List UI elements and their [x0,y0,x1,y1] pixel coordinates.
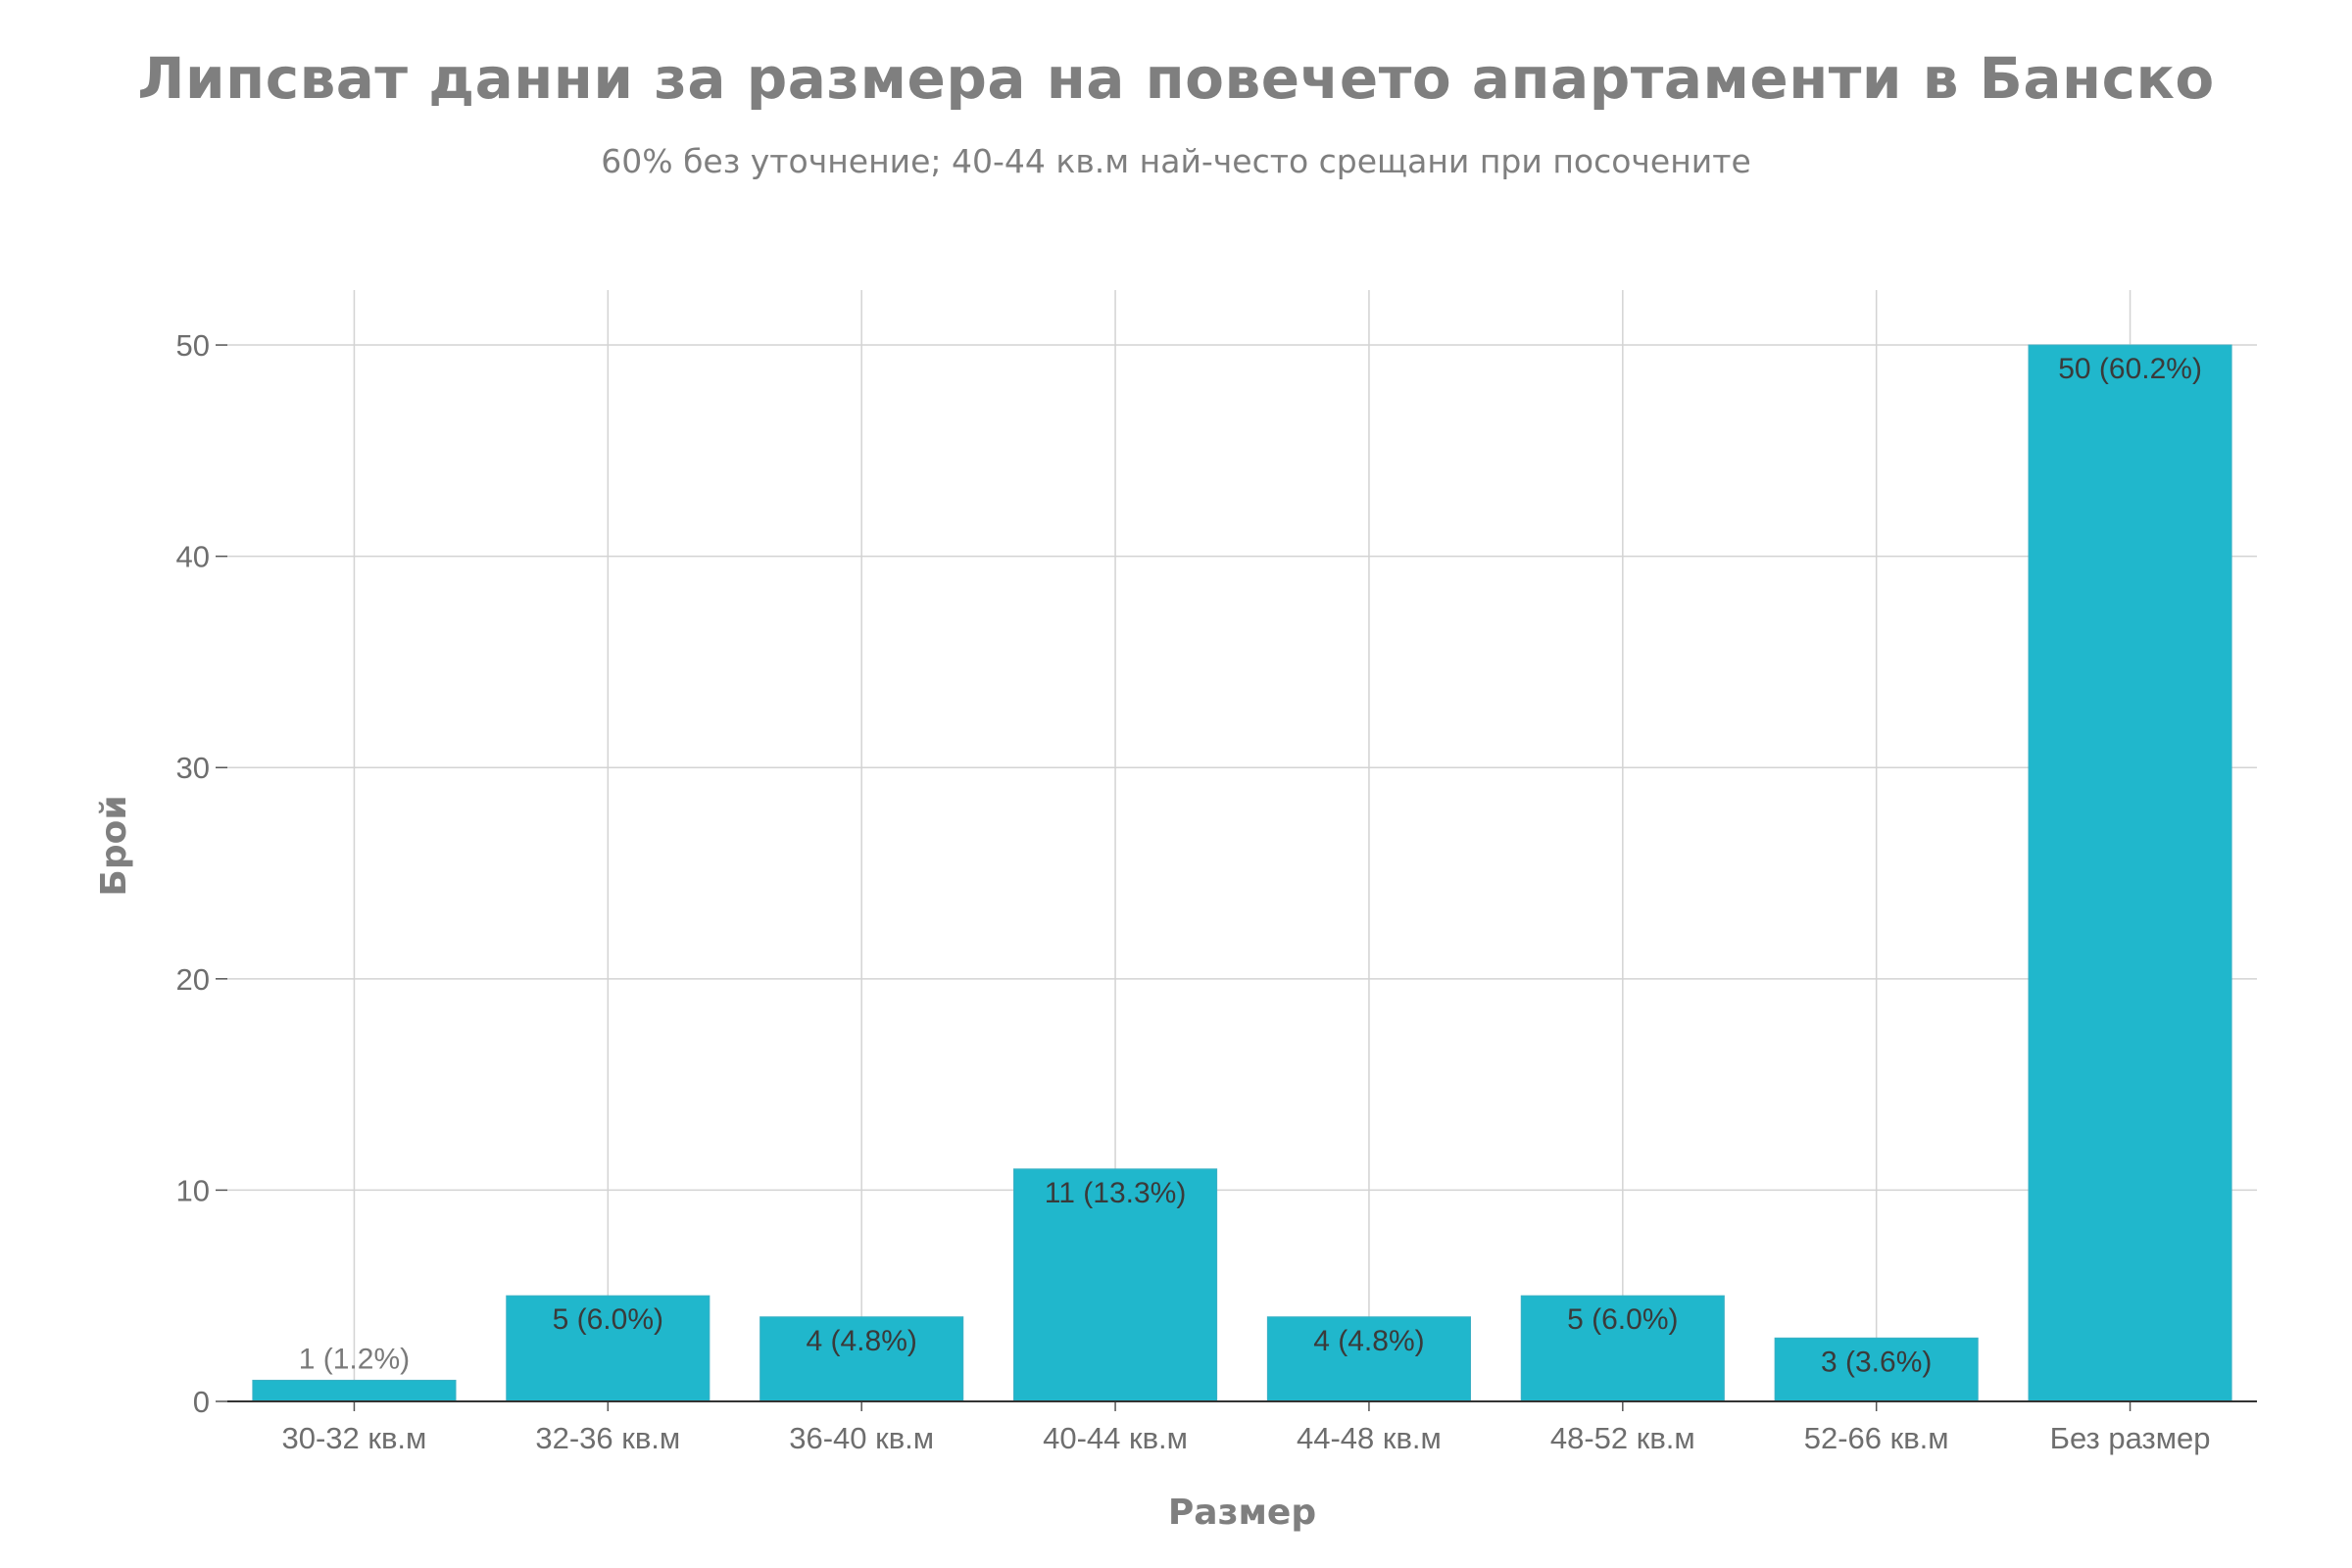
bar-2[interactable] [506,1295,710,1402]
bar-data-label: 4 (4.8%) [1313,1325,1424,1357]
bar-data-label: 5 (6.0%) [1567,1303,1678,1336]
x-axis-title: Размер [1168,1493,1316,1533]
axis-layer: 0 10 20 30 40 50 30-32 кв.м 32-36 кв.м 36-40 кв.… [176,328,2257,1455]
grid-layer [227,290,2257,1401]
bar-6[interactable] [1520,1295,1725,1402]
y-tick-label: 0 [193,1385,210,1419]
x-tick-label: 32-36 кв.м [535,1421,680,1455]
y-tick-label: 50 [176,328,210,363]
x-tick-label: Без размер [2050,1421,2211,1455]
bar-data-label: 4 (4.8%) [806,1325,916,1357]
bar-3[interactable] [760,1316,964,1402]
y-tick-label: 20 [176,962,210,997]
bar-data-label: 1 (1.2%) [299,1343,410,1375]
x-tick-label: 36-40 кв.м [789,1421,934,1455]
y-tick-label: 10 [176,1173,210,1207]
x-tick-label: 40-44 кв.м [1043,1421,1188,1455]
bar-data-label: 50 (60.2%) [2058,353,2202,385]
bar-layer [252,344,2232,1402]
bar-data-label: 5 (6.0%) [553,1303,663,1336]
x-tick-label: 52-66 кв.м [1804,1421,1949,1455]
bar-4[interactable] [1013,1168,1218,1402]
y-tick-label: 40 [176,540,210,574]
bar-8[interactable] [2028,344,2232,1402]
label-layer: 1 (1.2%) 5 (6.0%) 4 (4.8%) 11 (13.3%) 4 (4.8… [299,353,2202,1378]
chart-title: Липсват данни за размера на повечето апа… [137,45,2215,112]
x-tick-label: 44-48 кв.м [1297,1421,1442,1455]
x-tick-label: 48-52 кв.м [1550,1421,1695,1455]
x-tick-label: 30-32 кв.м [282,1421,427,1455]
y-tick-label: 30 [176,751,210,785]
bar-data-label: 11 (13.3%) [1045,1177,1187,1209]
y-axis-title: Брой [94,795,134,896]
chart-subtitle: 60% без уточнение; 40-44 кв.м най-често … [601,142,1751,180]
bar-5[interactable] [1266,1316,1471,1402]
bar-data-label: 3 (3.6%) [1821,1346,1932,1378]
bar-1[interactable] [252,1379,457,1402]
